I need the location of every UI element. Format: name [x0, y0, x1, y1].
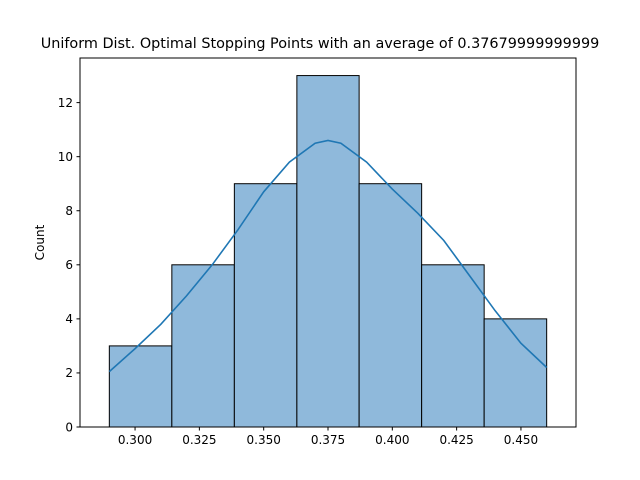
y-tick-label: 2 [65, 366, 73, 380]
x-tick-label: 0.425 [439, 433, 473, 447]
bars-group [108, 75, 548, 428]
y-tick-label: 12 [58, 96, 73, 110]
x-tick-label: 0.400 [375, 433, 409, 447]
histogram-bar [296, 75, 360, 428]
x-axis: 0.300 0.325 0.350 0.375 0.400 0.425 0.450 [118, 427, 538, 447]
kde-line [108, 139, 548, 373]
histogram-bar [108, 345, 173, 428]
y-tick-label: 4 [65, 312, 73, 326]
y-axis-label: Count [33, 224, 47, 260]
histogram-bar [171, 264, 235, 428]
histogram-bar [421, 264, 485, 428]
y-tick-label: 8 [65, 204, 73, 218]
y-axis: 0 2 4 6 8 10 12 [58, 96, 80, 434]
x-tick-label: 0.300 [118, 433, 152, 447]
y-tick-label: 0 [65, 420, 73, 434]
y-tick-label: 6 [65, 258, 73, 272]
x-tick-label: 0.450 [504, 433, 538, 447]
histogram-bar [358, 183, 423, 428]
histogram-bar [233, 183, 298, 428]
y-tick-label: 10 [58, 150, 73, 164]
x-tick-label: 0.375 [311, 433, 345, 447]
x-tick-label: 0.325 [182, 433, 216, 447]
chart-title: Uniform Dist. Optimal Stopping Points wi… [41, 36, 600, 52]
x-tick-label: 0.350 [247, 433, 281, 447]
